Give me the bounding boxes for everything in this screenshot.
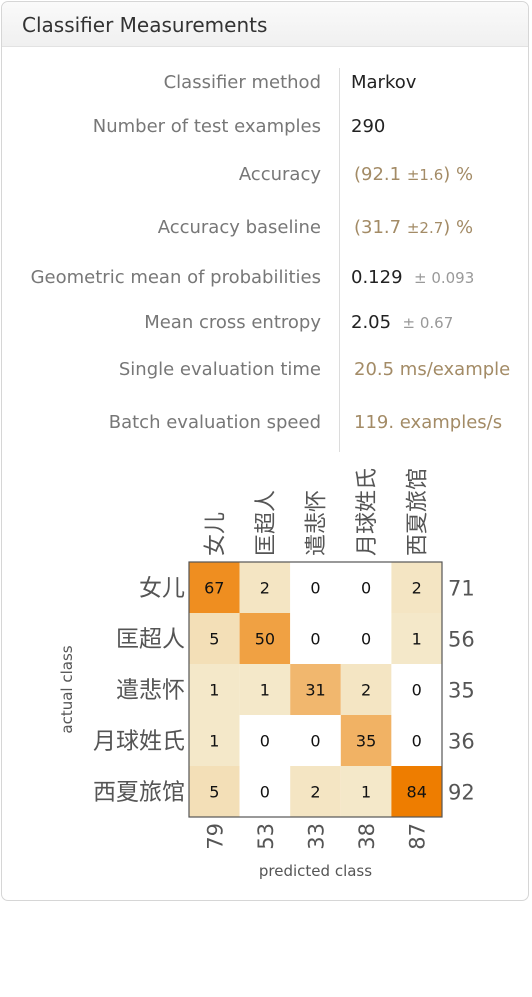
classifier-measurements-panel: Classifier Measurements Classifier metho… [1, 1, 529, 901]
accuracy-close-paren: ) [443, 164, 451, 185]
cross-entropy-pm: ± 0.67 [402, 314, 454, 332]
metric-value-geometric-mean: 0.129 ± 0.093 [351, 267, 474, 288]
accuracy-main: 92.1 [361, 164, 402, 185]
metric-value-batch-eval-speed: 119. examples/s [354, 412, 503, 433]
baseline-pm: ±2.7 [406, 219, 444, 237]
accuracy-pm: ±1.6 [406, 166, 444, 184]
metric-value-classifier-method: Markov [351, 72, 417, 93]
geometric-mean-pm: ± 0.093 [413, 269, 475, 287]
metric-value-accuracy: (92.1 ±1.6) % [354, 164, 473, 185]
metric-value-single-eval-time: 20.5 ms/example [354, 359, 511, 380]
geometric-mean-main: 0.129 [351, 267, 403, 288]
metric-label-geometric-mean: Geometric mean of probabilities [30, 267, 321, 288]
baseline-unit: % [456, 217, 474, 238]
panel-title: Classifier Measurements [22, 13, 268, 37]
metric-value-test-examples: 290 [351, 116, 386, 137]
baseline-close-paren: ) [443, 217, 451, 238]
baseline-main: 31.7 [361, 217, 402, 238]
cross-entropy-main: 2.05 [351, 312, 392, 333]
metric-label-single-eval-time: Single evaluation time [118, 359, 321, 380]
accuracy-open-paren: ( [354, 164, 362, 185]
table-divider [339, 68, 340, 452]
metric-value-accuracy-baseline: (31.7 ±2.7) % [354, 217, 473, 238]
metric-label-classifier-method: Classifier method [163, 72, 321, 93]
accuracy-unit: % [456, 164, 474, 185]
baseline-open-paren: ( [354, 217, 362, 238]
metric-label-cross-entropy: Mean cross entropy [144, 312, 321, 333]
metric-label-accuracy: Accuracy [238, 164, 321, 185]
metric-label-batch-eval-speed: Batch evaluation speed [108, 412, 321, 433]
panel-header: Classifier Measurements [2, 2, 528, 47]
metric-label-accuracy-baseline: Accuracy baseline [157, 217, 321, 238]
metric-label-test-examples: Number of test examples [92, 116, 321, 137]
metric-value-cross-entropy: 2.05 ± 0.67 [351, 312, 453, 333]
